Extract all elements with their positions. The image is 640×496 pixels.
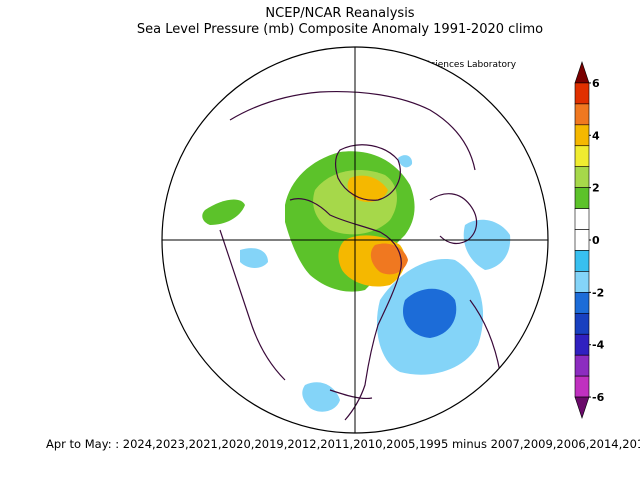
map-boundary bbox=[161, 46, 549, 434]
map-title: NCEP/NCAR Reanalysis bbox=[265, 6, 415, 21]
colorbar-level bbox=[574, 229, 590, 251]
colorbar-level bbox=[574, 103, 590, 126]
colorbar-level bbox=[574, 354, 590, 377]
colorbar-level bbox=[574, 145, 590, 168]
colorbar-tick-label: 6 bbox=[592, 77, 600, 90]
colorbar-tick-label: -2 bbox=[592, 286, 604, 299]
negative-anomaly-core bbox=[402, 288, 457, 338]
coastline-pacific bbox=[219, 229, 286, 381]
composite-years-caption: Apr to May: : 2024,2023,2021,2020,2019,2… bbox=[46, 437, 640, 451]
coastline-africa bbox=[469, 299, 501, 373]
map-subtitle: Sea Level Pressure (mb) Composite Anomal… bbox=[136, 22, 544, 37]
colorbar-tick-label: 2 bbox=[592, 182, 600, 195]
negative-anomaly-small bbox=[398, 155, 413, 168]
colorbar-level bbox=[574, 312, 590, 335]
colorbar-level bbox=[574, 396, 590, 419]
negative-anomaly-west bbox=[240, 248, 268, 268]
colorbar-tick-label: 0 bbox=[592, 234, 600, 247]
coastline-greenland bbox=[334, 144, 401, 201]
colorbar-level bbox=[574, 187, 590, 209]
colorbar-level bbox=[574, 82, 590, 105]
small-high-west bbox=[202, 199, 245, 225]
colorbar-level bbox=[574, 166, 590, 188]
coastline-europe bbox=[429, 193, 478, 245]
positive-anomaly-core bbox=[347, 175, 388, 202]
colorbar-tick-label: 4 bbox=[592, 129, 600, 142]
colorbar-level bbox=[574, 375, 590, 398]
colorbar-level bbox=[574, 271, 590, 293]
colorbar-tick-label: -6 bbox=[592, 391, 605, 404]
colorbar-tick-label: -4 bbox=[592, 339, 605, 352]
colorbar-level bbox=[574, 124, 590, 147]
colorbar-level bbox=[574, 61, 590, 84]
coastline-asia bbox=[229, 91, 476, 171]
coastline-caribbean bbox=[329, 389, 373, 400]
coastline-north-america bbox=[289, 198, 402, 421]
colorbar-level bbox=[574, 250, 590, 272]
colorbar-level bbox=[574, 333, 590, 356]
negative-anomaly-east bbox=[463, 219, 511, 270]
colorbar-level bbox=[574, 292, 590, 314]
colorbar-level bbox=[574, 208, 590, 230]
